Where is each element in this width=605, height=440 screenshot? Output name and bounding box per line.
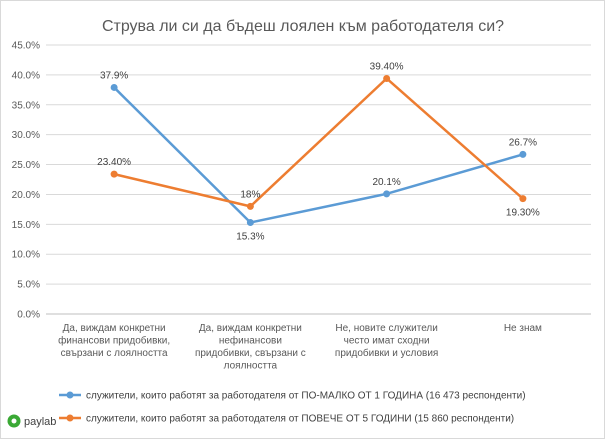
legend-marker-2 xyxy=(66,414,74,422)
x-category-label: придобивки и условия xyxy=(335,347,438,359)
y-tick-label: 30.0% xyxy=(12,130,40,141)
data-point-series-1 xyxy=(519,150,527,158)
y-tick-label: 5.0% xyxy=(17,280,40,291)
y-tick-label: 15.0% xyxy=(12,220,40,231)
data-label: 39.40% xyxy=(370,61,404,72)
series-line-1 xyxy=(113,86,524,224)
data-labels: 37.9% 15.3% 20.1% 26.7% 23.40% 18% 39.40% 19.30… xyxy=(97,61,540,242)
gridlines xyxy=(46,44,591,315)
data-point-series-1 xyxy=(383,190,391,198)
paylab-logo: paylab xyxy=(7,414,56,428)
data-label: 18% xyxy=(240,189,260,200)
data-label: 26.7% xyxy=(509,137,537,148)
data-point-series-1 xyxy=(110,83,118,91)
data-point-series-2 xyxy=(110,170,118,178)
y-tick-label: 45.0% xyxy=(12,41,40,52)
y-tick-label: 20.0% xyxy=(12,190,40,201)
data-label: 37.9% xyxy=(100,70,128,81)
legend-label-1: служители, които работят за работодателя… xyxy=(86,390,526,402)
logo-mark-inner xyxy=(11,418,17,424)
legend-label-2: служители, които работят за работодателя… xyxy=(86,413,514,425)
legend: служители, които работят за работодателя… xyxy=(59,390,526,425)
chart-title: Струва ли си да бъдеш лоялен към работод… xyxy=(102,18,504,35)
y-tick-label: 35.0% xyxy=(12,100,40,111)
x-category-label: нефинансови xyxy=(219,335,282,347)
y-axis: 0.0% 5.0% 10.0% 15.0% 20.0% 25.0% 30.0% 35.0% 40… xyxy=(12,41,40,321)
x-category-label: лоялността xyxy=(224,361,278,372)
x-category-label: придобивки, свързани с xyxy=(195,347,306,359)
y-tick-label: 25.0% xyxy=(12,160,40,171)
data-label: 23.40% xyxy=(97,157,131,168)
x-category-label: свързани с лоялността xyxy=(61,348,168,359)
data-point-series-2 xyxy=(246,202,254,210)
x-category-label: Да, виждам конкретни xyxy=(199,323,302,334)
data-point-series-2 xyxy=(383,74,391,82)
y-tick-label: 10.0% xyxy=(12,250,40,261)
data-label: 20.1% xyxy=(372,177,400,188)
x-category-label: финансови придобивки, xyxy=(58,335,170,347)
y-tick-label: 40.0% xyxy=(12,70,40,81)
y-tick-label: 0.0% xyxy=(17,310,40,321)
data-label: 19.30% xyxy=(506,208,540,219)
x-category-label: Не знам xyxy=(504,323,542,334)
data-label: 15.3% xyxy=(236,232,264,243)
series-group xyxy=(110,74,527,227)
x-category-label: Не, новите служители xyxy=(335,323,437,334)
logo-text: paylab xyxy=(24,416,56,428)
legend-marker-1 xyxy=(66,391,74,399)
series-line-2 xyxy=(113,77,524,208)
x-category-label: Да, виждам конкретни xyxy=(63,323,166,334)
x-category-label: често имат сходни xyxy=(344,336,430,347)
data-point-series-2 xyxy=(519,195,527,203)
data-point-series-1 xyxy=(246,219,254,227)
